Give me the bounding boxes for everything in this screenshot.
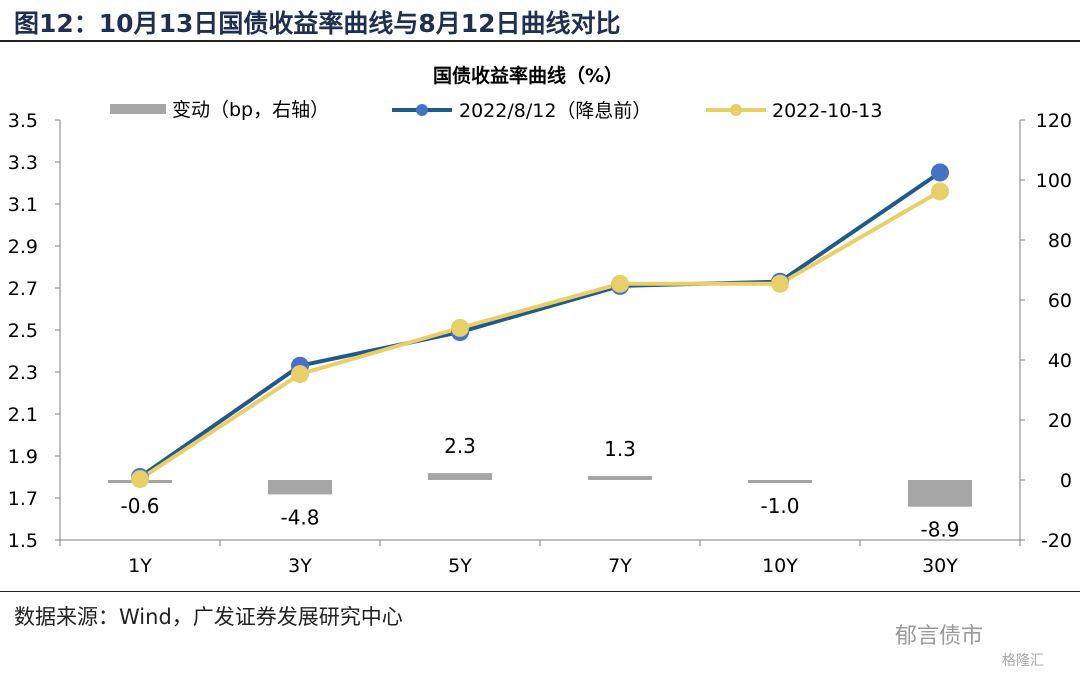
series-point-oct13: [131, 470, 149, 489]
x-tick-label: 3Y: [288, 555, 312, 577]
right-tick-label: 0: [1060, 470, 1072, 492]
change-bar-label: 2.3: [444, 434, 476, 458]
left-tick-label: 1.7: [8, 488, 38, 510]
left-tick-label: 3.3: [8, 152, 38, 174]
watermark-primary: 郁言债市: [895, 624, 984, 649]
legend-label-oct13: 2022-10-13: [772, 100, 882, 122]
legend: 变动（bp，右轴） 2022/8/12（降息前） 2022-10-13: [110, 99, 882, 122]
series-line-aug12: [138, 170, 942, 479]
left-tick-label: 2.3: [8, 362, 38, 384]
legend-label-aug12: 2022/8/12（降息前）: [459, 100, 651, 122]
x-tick-label: 7Y: [608, 555, 632, 577]
yield-lines: [138, 170, 942, 481]
x-tick-label: 10Y: [762, 555, 798, 577]
x-tick-label: 5Y: [448, 555, 472, 577]
x-tick-label: 1Y: [128, 555, 152, 577]
left-tick-label: 2.5: [8, 320, 38, 342]
footer-rule: [0, 591, 1080, 592]
figure-title: 图12：10月13日国债收益率曲线与8月12日曲线对比: [14, 9, 621, 38]
chart-title: 国债收益率曲线（%）: [433, 64, 623, 87]
legend-swatch-change: [110, 104, 166, 114]
watermark-secondary: 格隆汇: [1002, 653, 1044, 669]
left-tick-label: 2.9: [8, 236, 38, 258]
right-tick-label: 120: [1036, 110, 1072, 132]
change-bar: [428, 473, 492, 480]
right-tick-label: 20: [1048, 410, 1072, 432]
left-tick-label: 1.9: [8, 446, 38, 468]
left-tick-label: 2.1: [8, 404, 38, 426]
series-point-oct13: [291, 365, 309, 384]
left-tick-label: 3.1: [8, 194, 38, 216]
legend-marker-oct13: [730, 104, 742, 116]
left-tick-label: 1.5: [8, 530, 38, 552]
change-bar: [268, 480, 332, 495]
change-bar: [908, 480, 972, 507]
source-note: 数据来源：Wind，广发证券发展研究中心: [14, 605, 403, 629]
axes: 1.5 1.7 1.9 2.1 2.3 2.5 2.7 2.9 3.1 3.3 3.5 -20 0 20 4…: [8, 110, 1072, 577]
yield-markers: [131, 163, 949, 489]
change-bar-labels: -0.6 -4.8 2.3 1.3 -1.0 -8.9: [120, 434, 959, 542]
right-tick-label: -20: [1041, 530, 1072, 552]
series-point-oct13: [771, 274, 789, 293]
left-tick-label: 2.7: [8, 278, 38, 300]
legend-item-aug12: 2022/8/12（降息前）: [392, 100, 651, 122]
series-line-oct13: [138, 189, 942, 481]
right-tick-label: 100: [1036, 170, 1072, 192]
series-point-aug12: [931, 163, 949, 182]
left-tick-label: 3.5: [8, 110, 38, 132]
change-bar-label: -8.9: [920, 518, 959, 542]
right-tick-label: 60: [1048, 290, 1072, 312]
right-tick-label: 80: [1048, 230, 1072, 252]
legend-item-oct13: 2022-10-13: [706, 100, 882, 122]
title-rule: [0, 40, 1080, 42]
x-tick-label: 30Y: [922, 555, 958, 577]
series-point-oct13: [451, 318, 469, 337]
change-bar-label: -4.8: [280, 505, 319, 529]
change-bars: [108, 473, 972, 507]
change-bar-label: 1.3: [604, 437, 636, 461]
series-point-oct13: [611, 274, 629, 293]
change-bar-label: -1.0: [760, 494, 799, 518]
change-bar: [748, 480, 812, 483]
legend-marker-aug12: [416, 104, 428, 116]
legend-item-change: 变动（bp，右轴）: [110, 99, 329, 121]
change-bar: [588, 476, 652, 480]
right-tick-label: 40: [1048, 350, 1072, 372]
change-bar-label: -0.6: [120, 494, 159, 518]
legend-label-change: 变动（bp，右轴）: [172, 99, 329, 121]
series-point-oct13: [931, 182, 949, 201]
